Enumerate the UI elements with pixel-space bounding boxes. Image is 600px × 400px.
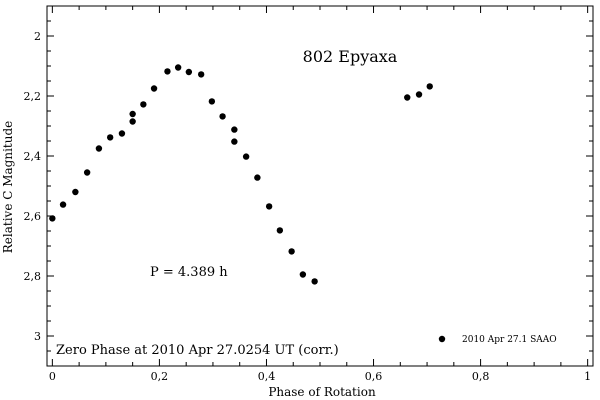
x-tick-label: 0,6 [365,370,383,383]
data-point [106,134,114,141]
data-point [95,145,103,152]
data-points [49,64,433,285]
data-point [265,203,273,210]
data-point [231,126,238,133]
x-tick-label: 0 [49,370,56,383]
y-tick-label: 2,8 [24,270,42,283]
chart-title: 802 Epyaxa [303,47,398,66]
data-point [118,130,126,137]
y-tick-label: 2 [34,30,41,43]
legend-label: 2010 Apr 27.1 SAAO [462,335,557,345]
y-axis-title: Relative C Magnitude [1,121,15,254]
x-axis-title: Phase of Rotation [268,385,376,399]
data-point [174,64,182,71]
data-point [254,174,261,181]
data-point [208,98,216,105]
data-point [242,153,250,160]
data-point [164,68,171,75]
y-tick-label: 2,4 [24,150,42,163]
x-tick-label: 0,2 [151,370,169,383]
data-point [197,71,205,78]
data-point [276,227,284,234]
data-point [83,169,91,176]
period-annotation: P = 4.389 h [150,265,228,280]
data-point [140,101,147,108]
data-point [415,91,423,98]
data-point [72,188,79,196]
y-tick-label: 3 [34,330,41,343]
data-point [185,68,193,76]
data-point [231,138,238,145]
y-tick-label: 2,6 [24,210,42,223]
x-tick-label: 0,4 [258,370,276,383]
data-point [404,94,411,101]
y-tick-label: 2,2 [24,90,42,103]
data-point [288,248,295,255]
x-tick-label: 1 [584,370,591,383]
data-point [59,201,67,208]
legend-marker [438,335,446,343]
data-point [219,113,226,120]
data-point [311,278,318,285]
data-point [426,83,433,90]
data-point [150,85,158,92]
data-point [299,271,307,278]
data-point [49,215,56,222]
ticks: 0 0,2 0,4 0,6 0,8 1 2 2,2 2,4 2,6 2,8 3 [24,5,593,383]
zero-phase-annotation: Zero Phase at 2010 Apr 27.0254 UT (corr.… [56,343,339,358]
data-point [129,118,136,125]
x-tick-label: 0,8 [472,370,490,383]
data-point [129,110,136,118]
